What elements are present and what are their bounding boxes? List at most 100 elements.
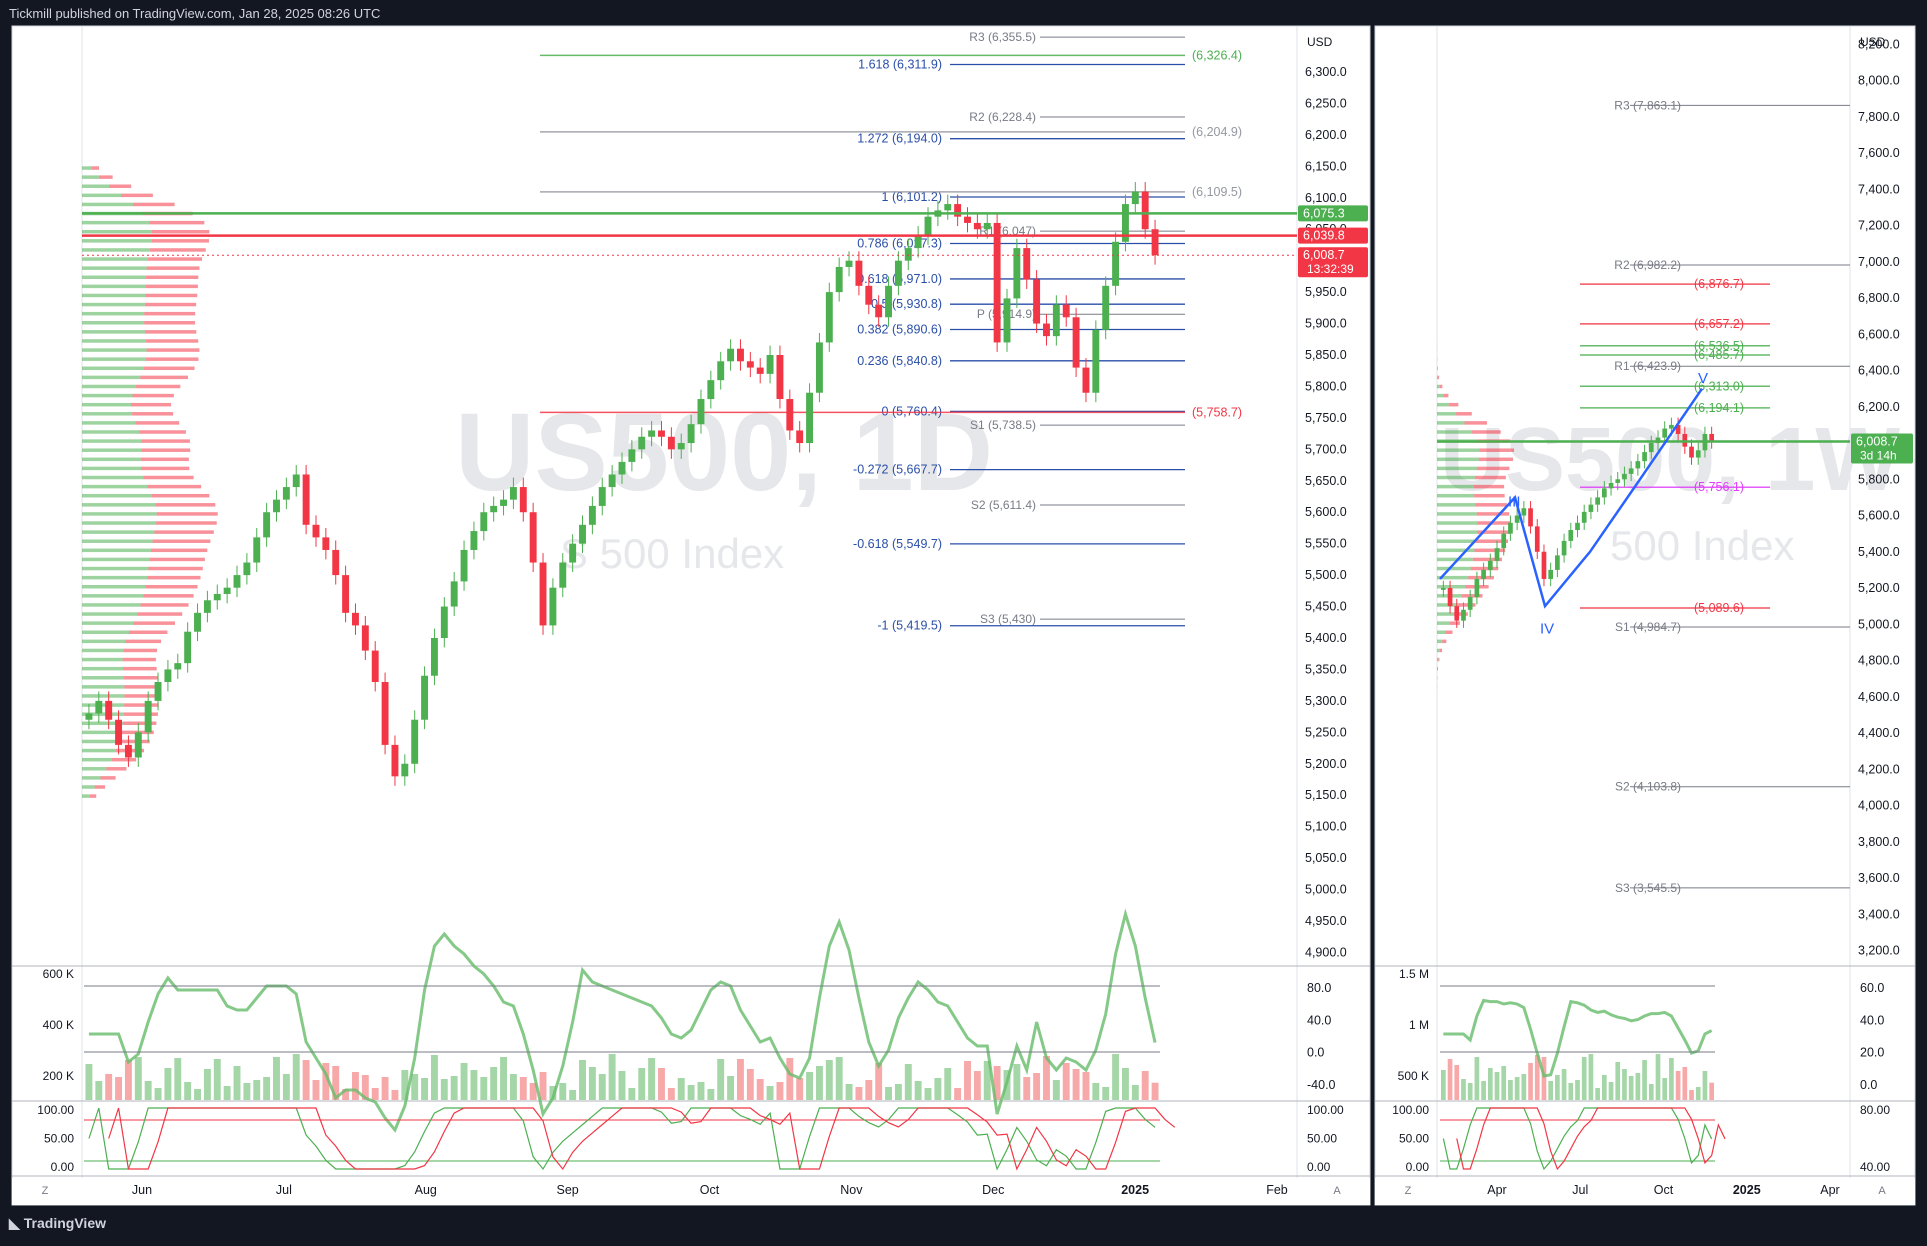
volume-profile-down: [131, 403, 171, 407]
candle-body: [638, 437, 645, 450]
candle-body: [559, 563, 566, 588]
volume-profile-up: [82, 175, 99, 179]
volume-bar: [1013, 1064, 1020, 1100]
volume-profile-down: [91, 166, 99, 170]
volume-profile-up: [1437, 394, 1443, 398]
volume-profile-up: [1437, 539, 1476, 543]
volume-bar: [895, 1084, 902, 1100]
price-tick-label: 3,600.0: [1858, 871, 1900, 885]
candle-body: [342, 575, 349, 613]
volume-bar: [1152, 1083, 1159, 1100]
volume-profile-up: [82, 649, 123, 653]
candle-body: [1636, 461, 1641, 468]
candle-body: [1481, 570, 1486, 579]
volume-profile-up: [1437, 503, 1475, 507]
volume-bar: [1132, 1085, 1139, 1100]
volume-bar: [1622, 1069, 1627, 1100]
volume-bar: [253, 1080, 260, 1100]
time-tick-label: Feb: [1266, 1183, 1288, 1197]
volume-profile-up: [82, 312, 144, 316]
level-label: (6,657.2): [1694, 317, 1744, 331]
candle-body: [382, 682, 389, 745]
volume-bar: [559, 1083, 566, 1100]
symbol-watermark-subtitle: 500 Index: [1610, 522, 1795, 569]
level-label: (5,756.1): [1694, 480, 1744, 494]
volume-tick-label: 400 K: [43, 1018, 74, 1032]
volume-profile-up: [1437, 376, 1438, 380]
volume-bar: [105, 1074, 112, 1100]
volume-bar: [964, 1061, 971, 1100]
candle-body: [836, 267, 843, 292]
price-tick-label: 6,800.0: [1858, 291, 1900, 305]
candle-body: [1013, 248, 1020, 298]
candle-body: [1475, 579, 1480, 597]
volume-profile-up: [82, 740, 119, 744]
volume-profile-up: [1437, 403, 1449, 407]
volume-profile-up: [82, 421, 135, 425]
volume-profile-down: [147, 348, 200, 352]
volume-profile-down: [141, 603, 189, 607]
candle-body: [85, 713, 92, 719]
price-tick-label: 3,400.0: [1858, 907, 1900, 921]
volume-profile-down: [133, 203, 175, 207]
volume-profile-down: [1475, 549, 1506, 553]
time-tick-label: Aug: [415, 1183, 437, 1197]
candle-body: [1033, 280, 1040, 324]
candle-body: [1602, 488, 1607, 497]
volume-profile-up: [82, 221, 149, 225]
volume-bar: [540, 1072, 547, 1100]
volume-profile-down: [148, 485, 202, 489]
price-tick-label: 5,600.0: [1305, 505, 1347, 519]
volume-profile-down: [156, 521, 217, 525]
volume-profile-down: [1450, 621, 1460, 625]
volume-bar: [1589, 1054, 1594, 1100]
volume-profile-up: [1437, 658, 1438, 662]
volume-bar: [1615, 1062, 1620, 1100]
volume-bar: [1696, 1087, 1701, 1100]
volume-bar: [767, 1086, 774, 1100]
candle-body: [905, 248, 912, 261]
volume-bar: [1495, 1072, 1500, 1100]
candle-body: [569, 544, 576, 563]
volume-tick-label: 500 K: [1398, 1069, 1429, 1083]
candle-body: [589, 506, 596, 525]
candle-body: [510, 487, 517, 500]
volume-bar: [194, 1089, 201, 1100]
volume-bar: [717, 1059, 724, 1100]
volume-profile-down: [141, 467, 189, 471]
volume-profile-up: [82, 385, 136, 389]
volume-bar: [678, 1078, 685, 1100]
price-tick-label: 5,650.0: [1305, 474, 1347, 488]
candle-body: [698, 399, 705, 424]
price-badge-label: 6,039.8: [1303, 229, 1345, 243]
volume-bar: [234, 1066, 241, 1100]
volume-bar: [865, 1080, 872, 1100]
volume-profile-down: [119, 740, 149, 744]
volume-profile-down: [145, 330, 196, 334]
pivot-level-label: S2 (4,103.8): [1615, 780, 1681, 794]
level-label: (6,194.1): [1694, 401, 1744, 415]
auto-scale-button: A: [1878, 1185, 1886, 1197]
candle-body: [372, 651, 379, 682]
candle-body: [391, 745, 398, 776]
pivot-level-label: S3 (3,545.5): [1615, 881, 1681, 895]
volume-profile-up: [1437, 567, 1471, 571]
time-tick-label: Sep: [557, 1183, 579, 1197]
volume-bar: [1142, 1071, 1149, 1100]
volume-profile-up: [82, 694, 124, 698]
stoch-tick-label: 100.00: [1392, 1103, 1429, 1117]
volume-bar: [836, 1057, 843, 1100]
price-badge-label: 6,008.7: [1303, 248, 1345, 262]
candle-body: [1468, 597, 1473, 610]
volume-bar: [313, 1080, 320, 1100]
time-tick-label: Nov: [840, 1183, 863, 1197]
published-header: Tickmill published on TradingView.com, J…: [9, 6, 380, 21]
candle-body: [1615, 479, 1620, 483]
volume-tick-label: 600 K: [43, 967, 74, 981]
volume-profile-down: [143, 594, 193, 598]
candle-body: [451, 581, 458, 606]
candle-body: [1535, 526, 1540, 551]
volume-bar: [510, 1074, 517, 1100]
